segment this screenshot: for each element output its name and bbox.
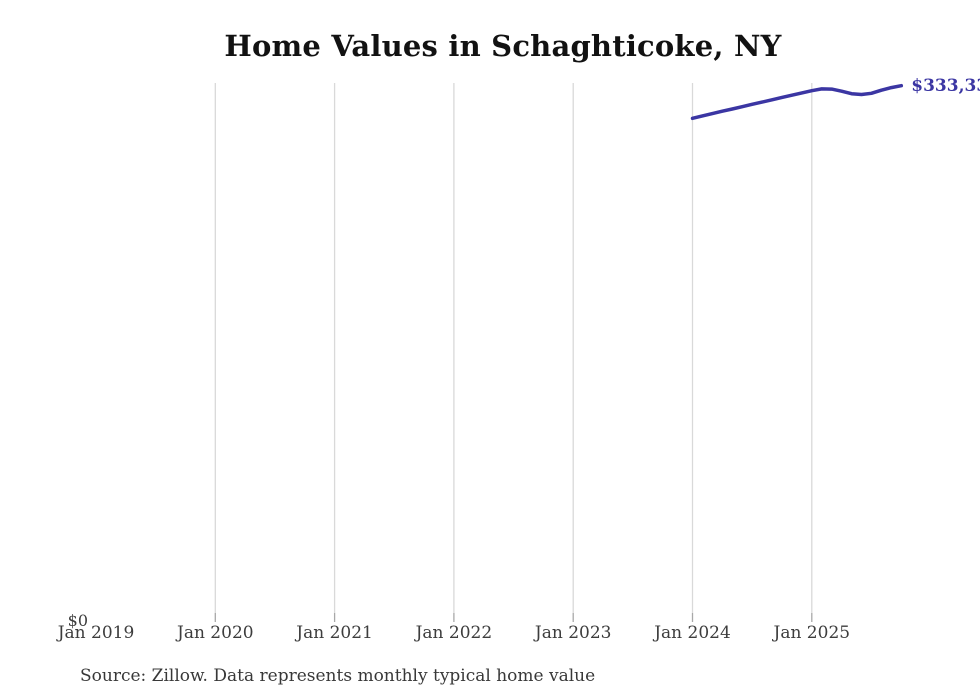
x-axis-tick-label: Jan 2024 [654,623,731,643]
x-axis-tick-label: Jan 2021 [296,623,373,643]
x-axis-tick-label: Jan 2023 [534,623,612,643]
source-note: Source: Zillow. Data represents monthly … [80,666,596,686]
y-axis-zero-label: $0 [67,611,88,630]
home-value-line [690,83,904,121]
latest-value-label: $333,333 [911,76,980,97]
x-axis-tick-label: Jan 2020 [177,623,254,643]
x-axis-tick-label: Jan 2019 [57,623,135,643]
chart-title: Home Values in Schaghticoke, NY [224,29,782,63]
x-axis-tick-label: Jan 2022 [415,623,493,643]
x-axis-tick-label: Jan 2025 [773,623,851,643]
